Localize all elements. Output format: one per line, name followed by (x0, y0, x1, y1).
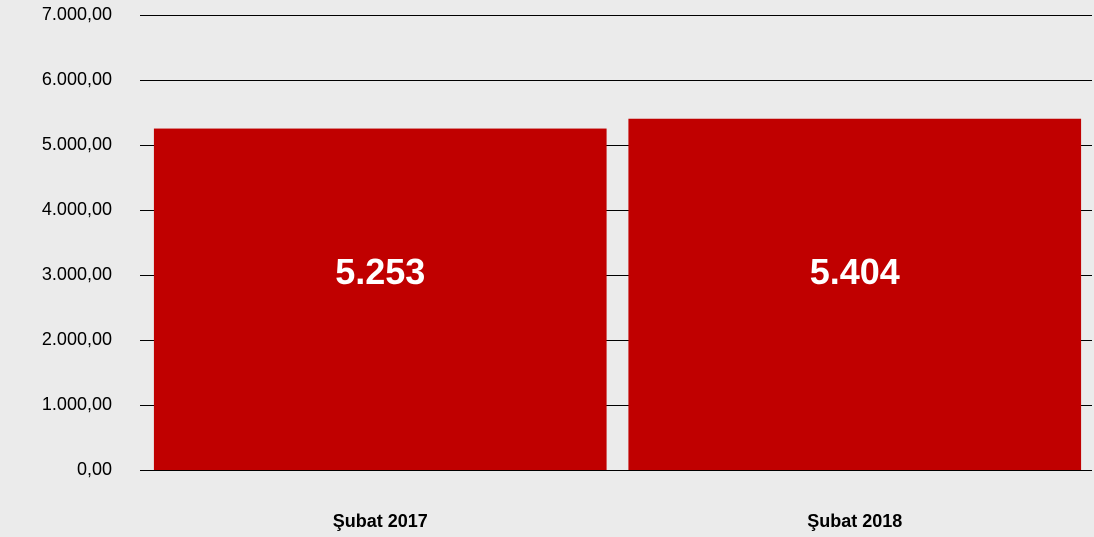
y-tick-label: 7.000,00 (42, 4, 112, 24)
y-tick-label: 4.000,00 (42, 199, 112, 219)
value-label: 5.253 (335, 251, 425, 292)
value-label: 5.404 (810, 251, 900, 292)
y-tick-label: 5.000,00 (42, 134, 112, 154)
bar (628, 118, 1082, 471)
x-tick-label: Şubat 2018 (807, 511, 902, 531)
y-tick-label: 3.000,00 (42, 264, 112, 284)
y-tick-label: 6.000,00 (42, 69, 112, 89)
bar (153, 128, 607, 470)
y-tick-label: 2.000,00 (42, 329, 112, 349)
y-tick-label: 0,00 (77, 459, 112, 479)
y-tick-label: 1.000,00 (42, 394, 112, 414)
x-tick-label: Şubat 2017 (333, 511, 428, 531)
